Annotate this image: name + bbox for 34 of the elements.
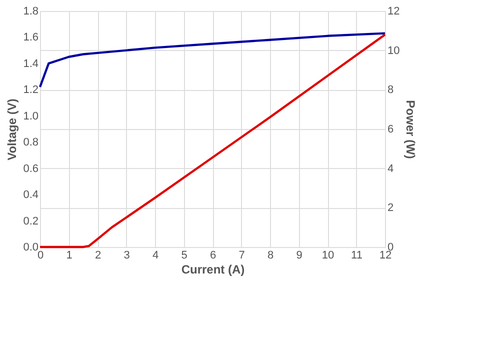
y-tick-label: 1.8 — [23, 6, 38, 18]
y-tick-label: 1.0 — [23, 110, 38, 122]
x-tick-label: 3 — [124, 250, 130, 262]
x-tick-label: 1 — [66, 250, 72, 262]
line-series — [38, 32, 386, 88]
x-tick-label: 8 — [267, 250, 274, 262]
x-tick-label: 9 — [296, 250, 302, 262]
y2-tick-label: 8 — [388, 84, 394, 96]
y2-tick-label: 10 — [388, 44, 400, 57]
x-tick-label: 4 — [152, 250, 159, 262]
y2-tick-label: 2 — [388, 202, 394, 214]
y-tick-label: 0.4 — [23, 189, 38, 202]
x-tick-label: 12 — [379, 250, 392, 262]
x-tick-label: 11 — [351, 250, 362, 262]
y2-tick-label: 4 — [388, 162, 394, 175]
y-tick-label: 1.2 — [23, 84, 38, 96]
y-tick-label: 0.8 — [23, 136, 38, 149]
x-tick-label: 2 — [94, 250, 102, 262]
y-tick-label: 1.6 — [23, 32, 38, 44]
y2-tick-label: 6 — [388, 124, 394, 136]
line-series — [38, 34, 386, 248]
y-tick-label: 0.2 — [23, 215, 38, 228]
x-tick-label: 7 — [238, 250, 245, 262]
y-tick-label: 0.0 — [23, 242, 38, 254]
y2-axis-title: Power (W) — [404, 100, 418, 159]
x-axis-title: Current (A) — [181, 262, 245, 276]
y-tick-label: 1.4 — [23, 58, 38, 70]
x-tick-label: 5 — [181, 250, 188, 262]
y-tick-label: 0.6 — [23, 162, 38, 175]
x-tick-label: 6 — [210, 250, 216, 262]
x-tick-label: 0 — [37, 250, 44, 262]
y-axis-title: Voltage (V) — [5, 98, 20, 160]
x-tick-label: 10 — [322, 250, 334, 262]
y2-tick-label: 12 — [388, 6, 400, 18]
